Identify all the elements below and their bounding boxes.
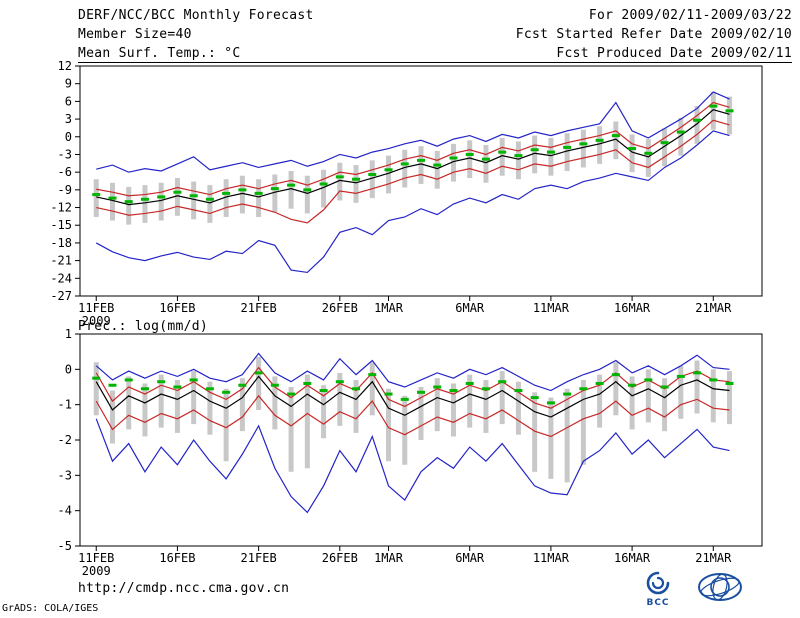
grads-credit: GrADS: COLA/IGES [2,603,99,614]
report-title: DERF/NCC/BCC Monthly Forecast [78,8,314,23]
y-tick-label: -1 [58,398,72,412]
ensemble-spread-bars [93,91,733,225]
series-envelope-lower [95,418,730,514]
series-band-upper [96,101,730,197]
x-axis-year-label: 2009 [82,314,111,328]
y-tick-label: -3 [58,147,72,161]
y-tick-label: 1 [65,327,72,341]
y-tick-label: -6 [58,165,72,179]
y-tick-label: -3 [58,468,72,482]
y-tick-label: -9 [58,183,72,197]
header-divider [78,62,792,63]
x-tick-label: 21MAR [695,301,732,315]
bcc-logo-text: BCC [646,598,670,608]
y-tick-label: -2 [58,433,72,447]
fcst-start-date-label: Fcst Started Refer Date 2009/02/10 [515,27,792,42]
y-tick-label: -21 [50,254,72,268]
green-dash-markers [92,104,734,204]
y-tick-label: 0 [65,130,72,144]
plot-frame [79,65,763,297]
x-tick-label: 16MAR [614,301,651,315]
y-tick-label: -24 [50,271,72,285]
ensemble-spread-bars [93,356,733,483]
series-envelope-upper [96,91,730,173]
website-url: http://cmdp.ncc.cma.gov.cn [78,581,290,596]
fcst-produced-date-label: Fcst Produced Date 2009/02/11 [556,46,792,61]
y-tick-label: 6 [65,94,72,108]
x-tick-label: 16MAR [614,551,651,565]
green-dash-markers [92,371,734,405]
temp-panel-title: Mean Surf. Temp.: °C [78,46,241,61]
y-tick-label: -5 [58,539,72,553]
x-tick-label: 6MAR [455,301,485,315]
bcc-logo-mark [646,571,670,595]
y-tick-label: 3 [65,112,72,126]
bcc-logo: BCC [639,571,677,608]
y-tick-label: 12 [58,59,72,73]
series-mean [95,375,730,418]
x-tick-label: 26FEB [322,301,358,315]
series-band-lower [95,394,730,438]
x-tick-label: 21FEB [241,301,277,315]
x-tick-label: 1MAR [374,301,404,315]
x-tick-label: 16FEB [159,551,195,565]
y-tick-label: -4 [58,504,72,518]
x-tick-label: 21FEB [241,551,277,565]
y-tick-label: 9 [65,77,72,91]
prec-panel-title: Prec.: log(mm/d) [78,319,209,334]
y-tick-label: -12 [50,201,72,215]
x-tick-label: 16FEB [159,301,195,315]
series-band-lower [96,119,730,224]
forecast-range-label: For 2009/02/11-2009/03/22 [588,8,792,23]
series-mean [96,108,730,206]
x-tick-label: 11FEB [78,301,114,315]
ncc-logo-mark [698,573,742,601]
y-tick-label: -18 [50,236,72,250]
y-tick-label: 0 [65,362,72,376]
x-tick-label: 26FEB [322,551,358,565]
series-envelope-lower [95,130,730,274]
x-tick-label: 6MAR [455,551,485,565]
member-size-label: Member Size=40 [78,27,192,42]
y-tick-label: -15 [50,218,72,232]
x-tick-label: 11FEB [78,551,114,565]
x-tick-label: 1MAR [374,551,404,565]
x-axis-year-label: 2009 [82,564,111,578]
series-band-upper [95,366,730,409]
y-tick-label: -27 [50,289,72,303]
series-envelope-upper [95,352,730,392]
x-tick-label: 11MAR [533,301,570,315]
ncc-logo [694,570,746,610]
x-tick-label: 21MAR [695,551,732,565]
x-tick-label: 11MAR [533,551,570,565]
